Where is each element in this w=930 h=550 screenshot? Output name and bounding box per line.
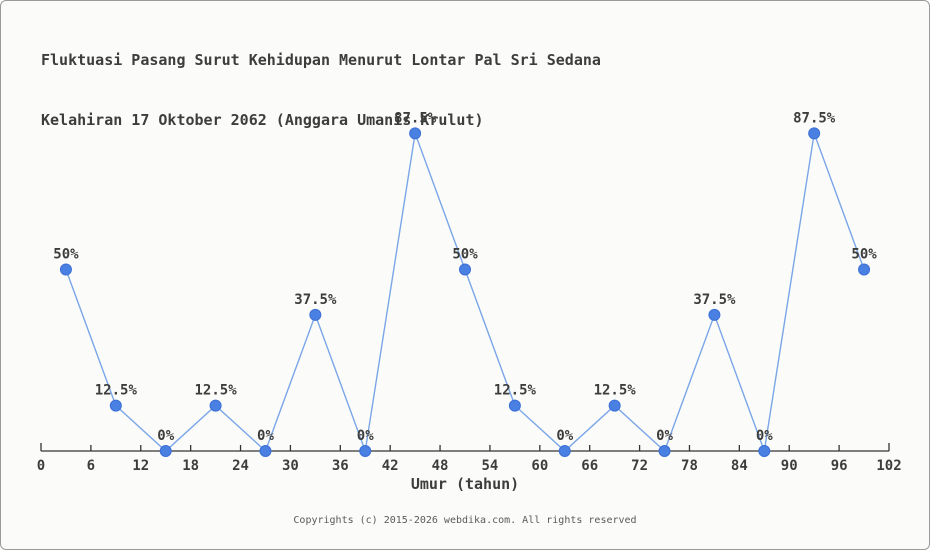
x-tick-label: 30 [282,458,299,474]
data-point-marker [858,263,871,276]
data-point-marker [259,445,272,457]
x-tick-label: 66 [581,458,598,474]
data-point-marker [708,308,721,321]
x-tick-label: 24 [232,458,249,474]
data-point-marker [59,263,72,276]
x-tick-label: 18 [182,458,199,474]
chart-title-block: Fluktuasi Pasang Surut Kehidupan Menurut… [41,10,601,170]
copyright-footer: Copyrights (c) 2015-2026 webdika.com. Al… [293,515,637,526]
data-point-label: 0% [257,428,274,444]
data-point-label: 0% [157,428,174,444]
chart-title: Fluktuasi Pasang Surut Kehidupan Menurut… [41,51,601,69]
data-point-label: 0% [656,428,673,444]
x-tick-label: 42 [382,458,399,474]
data-point-marker [658,445,671,457]
x-tick-label: 90 [781,458,798,474]
x-tick-label: 60 [531,458,548,474]
data-point-marker [359,445,372,457]
data-point-marker [558,445,571,457]
chart-subtitle: Kelahiran 17 Oktober 2062 (Anggara Umani… [41,111,484,129]
data-point-label: 50% [53,247,79,263]
x-tick-label: 84 [731,458,748,474]
data-point-marker [309,308,322,321]
data-point-marker [508,399,521,412]
data-point-marker [758,445,771,457]
data-point-marker [209,399,222,412]
x-tick-label: 96 [831,458,848,474]
data-point-label: 0% [756,428,773,444]
x-tick-label: 36 [332,458,349,474]
data-point-label: 37.5% [693,292,736,308]
data-point-label: 87.5% [394,110,437,126]
data-point-label: 12.5% [95,383,138,399]
data-point-label: 0% [357,428,374,444]
data-point-marker [159,445,172,457]
x-tick-label: 72 [631,458,648,474]
data-point-label: 50% [452,247,478,263]
data-point-label: 37.5% [294,292,337,308]
x-tick-label: 48 [432,458,449,474]
data-point-marker [608,399,621,412]
data-point-label: 12.5% [195,383,238,399]
data-point-label: 0% [556,428,573,444]
data-point-label: 12.5% [594,383,637,399]
data-point-label: 12.5% [494,383,537,399]
x-tick-label: 54 [482,458,499,474]
x-tick-label: 6 [87,458,95,474]
data-point-marker [808,127,821,140]
x-axis-label: Umur (tahun) [410,475,520,493]
x-tick-label: 12 [132,458,149,474]
x-tick-label: 102 [876,458,901,474]
data-point-marker [109,399,122,412]
data-point-label: 87.5% [793,110,836,126]
x-tick-label: 78 [681,458,698,474]
data-point-marker [459,263,471,276]
data-point-marker [409,127,422,140]
x-tick-label: 0 [37,458,45,474]
data-point-label: 50% [851,247,877,263]
series-line [65,130,865,454]
